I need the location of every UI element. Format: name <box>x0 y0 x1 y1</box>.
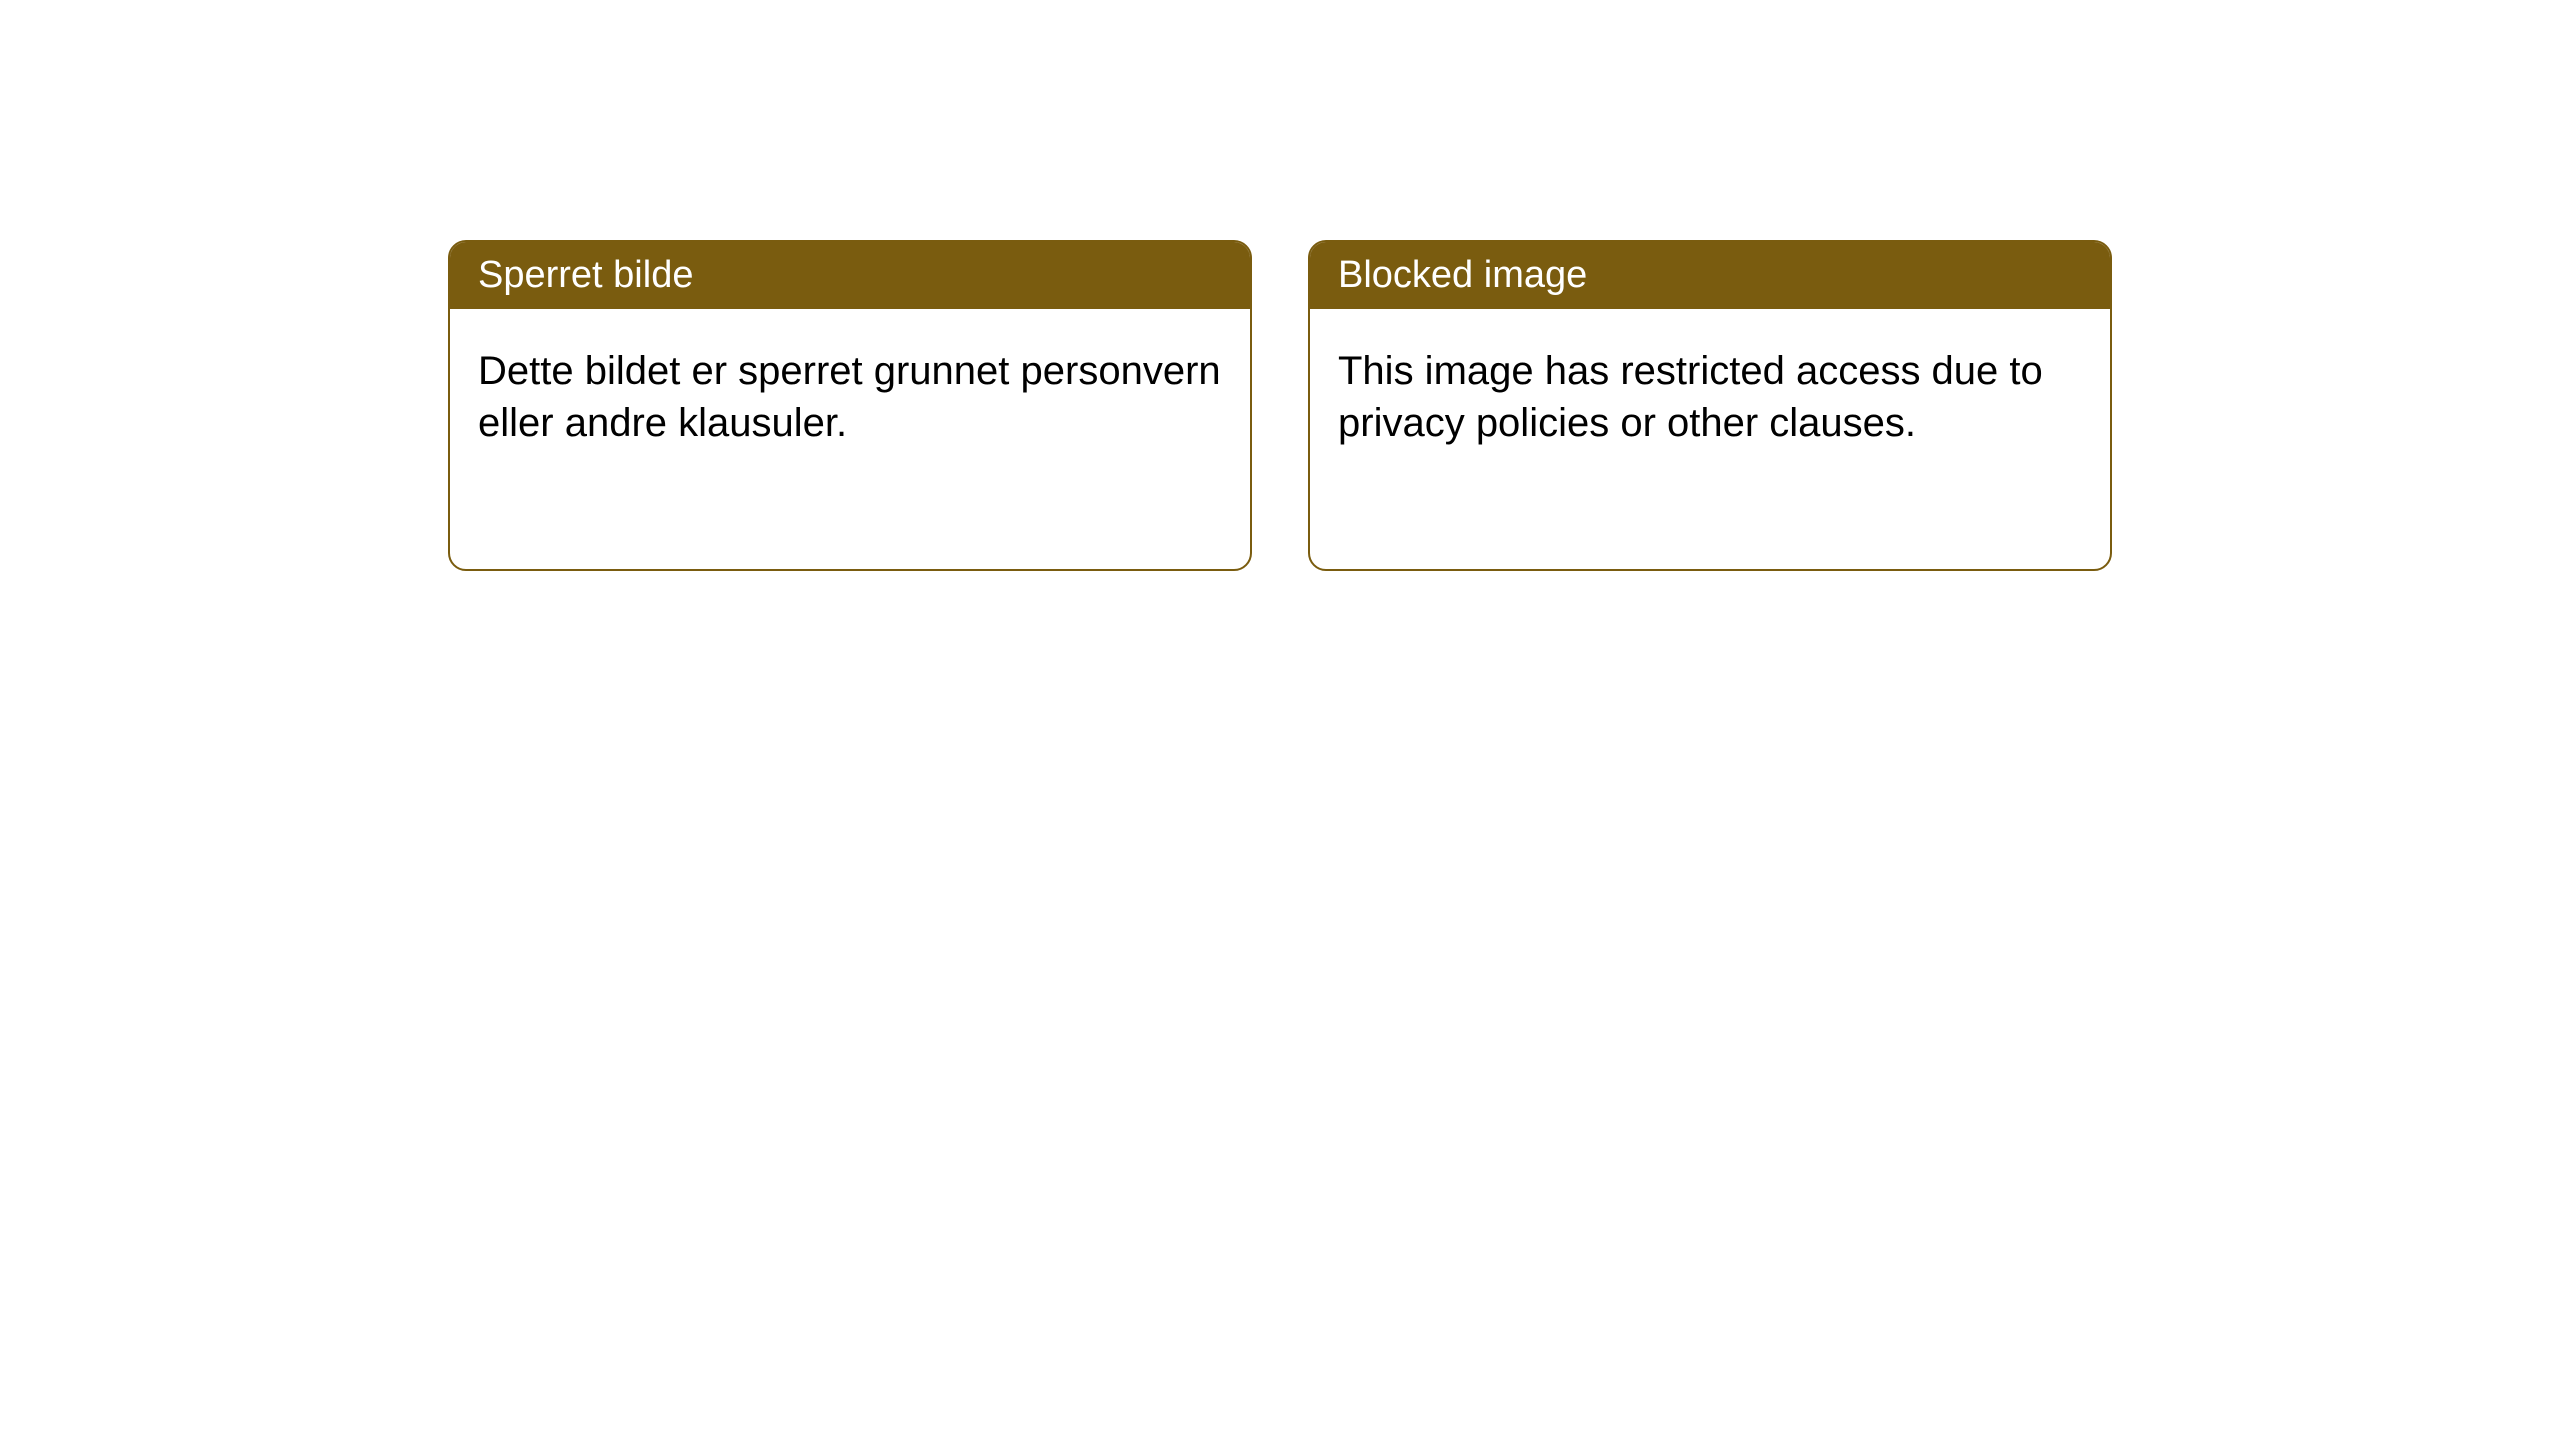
notice-card-english: Blocked image This image has restricted … <box>1308 240 2112 571</box>
notice-body-norwegian: Dette bildet er sperret grunnet personve… <box>450 309 1250 569</box>
notice-header-english: Blocked image <box>1310 242 2110 309</box>
notice-title-english: Blocked image <box>1338 254 1587 296</box>
notice-container: Sperret bilde Dette bildet er sperret gr… <box>448 240 2112 571</box>
notice-body-english: This image has restricted access due to … <box>1310 309 2110 569</box>
notice-text-norwegian: Dette bildet er sperret grunnet personve… <box>478 349 1221 445</box>
notice-header-norwegian: Sperret bilde <box>450 242 1250 309</box>
notice-title-norwegian: Sperret bilde <box>478 254 693 296</box>
notice-text-english: This image has restricted access due to … <box>1338 349 2043 445</box>
notice-card-norwegian: Sperret bilde Dette bildet er sperret gr… <box>448 240 1252 571</box>
